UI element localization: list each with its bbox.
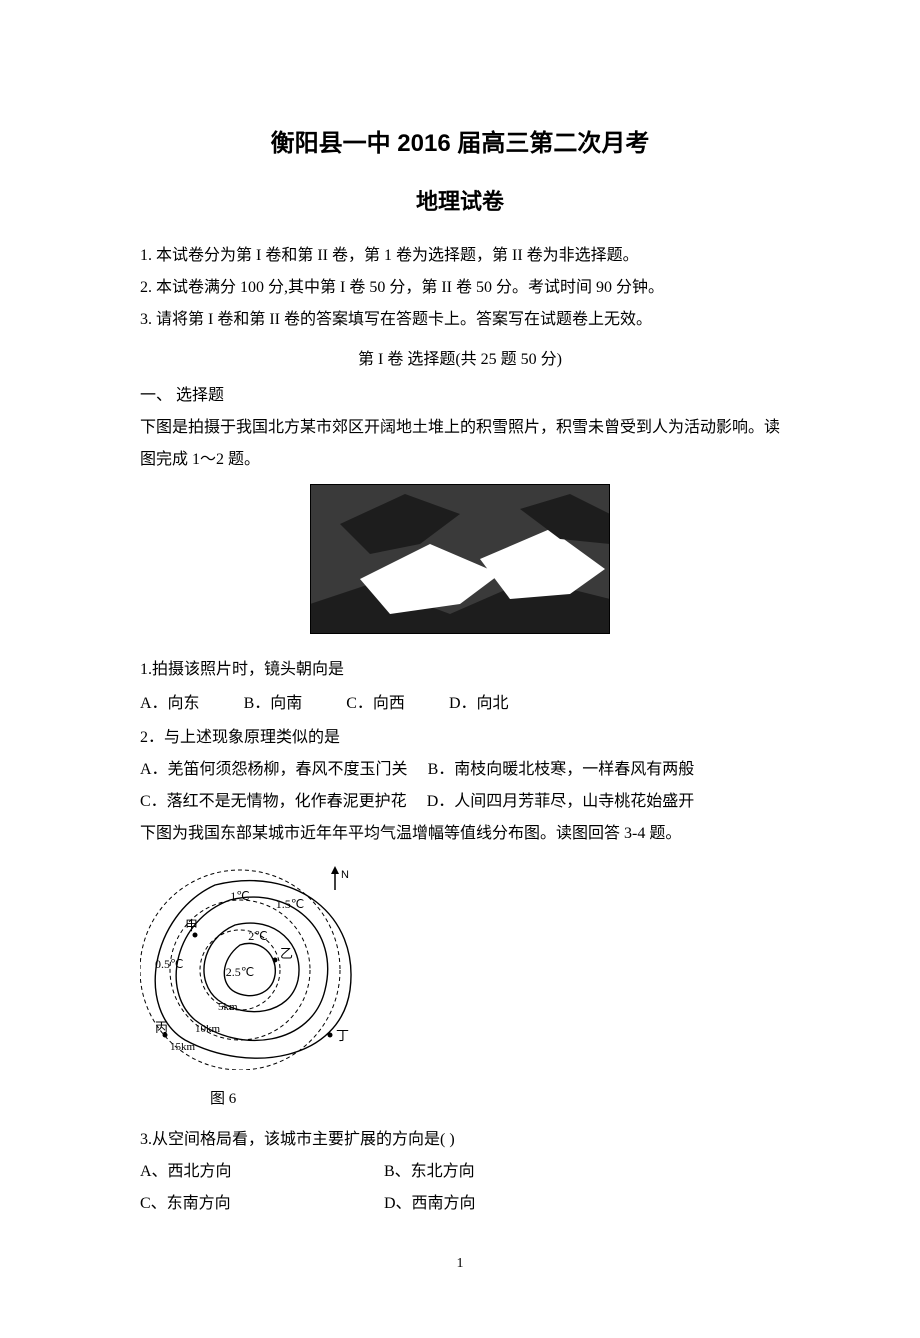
fig2-jia: 甲 <box>185 918 198 933</box>
figure-2-wrap: N 1℃ 1.5℃ 2℃ 2.5℃ 0.5℃ 甲 乙 丙 丁 5km 10km … <box>140 860 780 1114</box>
q2-opt-c: C．落红不是无情物，化作春泥更护花 <box>140 793 407 810</box>
fig2-2p5c: 2.5℃ <box>226 965 254 979</box>
q1-options: A．向东 B．向南 C．向西 D．向北 <box>140 688 780 720</box>
q2-opt-b: B．南枝向暖北枝寒，一样春风有两般 <box>428 761 695 778</box>
q1-opt-b: B．向南 <box>244 688 303 720</box>
q2-options: A．羌笛何须怨杨柳，春风不度玉门关 B．南枝向暖北枝寒，一样春风有两般 C．落红… <box>140 754 780 818</box>
fig2-15km: 15km <box>170 1041 196 1053</box>
fig2-ding: 丁 <box>336 1028 349 1043</box>
q3-opt-d: D、西南方向 <box>384 1188 624 1220</box>
fig2-0p5c: 0.5℃ <box>155 957 183 971</box>
passage-1: 下图是拍摄于我国北方某市郊区开阔地土堆上的积雪照片，积雪未曾受到人为活动影响。读… <box>140 412 780 476</box>
instruction-2: 2. 本试卷满分 100 分,其中第 I 卷 50 分，第 II 卷 50 分。… <box>140 272 780 304</box>
q3-opt-c: C、东南方向 <box>140 1188 380 1220</box>
fig2-2c: 2℃ <box>248 929 267 943</box>
q1-opt-c: C．向西 <box>346 688 405 720</box>
fig2-bing: 丙 <box>155 1020 168 1035</box>
fig2-yi: 乙 <box>280 946 293 961</box>
svg-text:N: N <box>341 869 349 881</box>
q3-opt-a: A、西北方向 <box>140 1156 380 1188</box>
q2-stem: 2．与上述现象原理类似的是 <box>140 722 780 754</box>
q1-opt-a: A．向东 <box>140 688 200 720</box>
instructions: 1. 本试卷分为第 I 卷和第 II 卷，第 1 卷为选择题，第 II 卷为非选… <box>140 240 780 336</box>
q3-options: A、西北方向 B、东北方向 C、东南方向 D、西南方向 <box>140 1156 780 1220</box>
figure-1 <box>140 484 780 646</box>
fig2-10km: 10km <box>195 1023 221 1035</box>
passage-2: 下图为我国东部某城市近年年平均气温增幅等值线分布图。读图回答 3-4 题。 <box>140 818 780 850</box>
figure-2-caption: 图 6 <box>210 1084 780 1114</box>
instruction-3: 3. 请将第 I 卷和第 II 卷的答案填写在答题卡上。答案写在试题卷上无效。 <box>140 304 780 336</box>
instruction-1: 1. 本试卷分为第 I 卷和第 II 卷，第 1 卷为选择题，第 II 卷为非选… <box>140 240 780 272</box>
section-heading: 第 I 卷 选择题(共 25 题 50 分) <box>140 344 780 376</box>
figure-2: N 1℃ 1.5℃ 2℃ 2.5℃ 0.5℃ 甲 乙 丙 丁 5km 10km … <box>140 860 360 1070</box>
page-subtitle: 地理试卷 <box>140 180 780 224</box>
q2-opt-a: A．羌笛何须怨杨柳，春风不度玉门关 <box>140 761 408 778</box>
fig2-1p5c: 1.5℃ <box>276 897 304 911</box>
mc-heading: 一、 选择题 <box>140 380 780 412</box>
q3-opt-b: B、东北方向 <box>384 1156 624 1188</box>
fig2-5km: 5km <box>218 1001 238 1013</box>
q1-stem: 1.拍摄该照片时，镜头朝向是 <box>140 654 780 686</box>
page-number: 1 <box>140 1250 780 1278</box>
fig2-1c: 1℃ <box>230 889 249 903</box>
q1-opt-d: D．向北 <box>449 688 509 720</box>
page-title: 衡阳县一中 2016 届高三第二次月考 <box>140 120 780 168</box>
q2-opt-d: D．人间四月芳菲尽，山寺桃花始盛开 <box>427 793 695 810</box>
q3-stem: 3.从空间格局看，该城市主要扩展的方向是( ) <box>140 1124 780 1156</box>
